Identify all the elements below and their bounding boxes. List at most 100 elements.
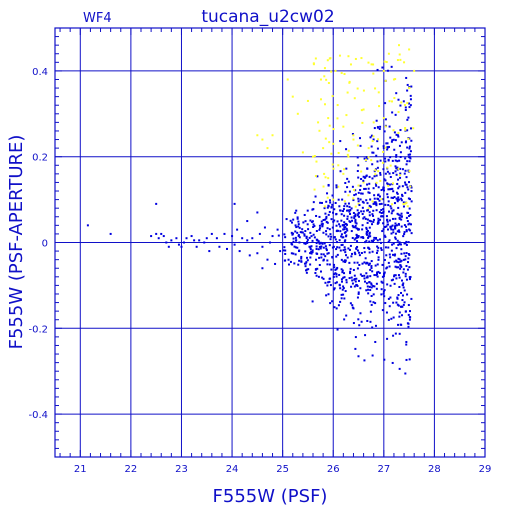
blue-data-point	[384, 235, 387, 238]
blue-data-point	[340, 293, 343, 296]
yellow-data-point	[326, 196, 329, 199]
blue-data-point	[335, 275, 338, 278]
blue-data-point	[361, 274, 364, 277]
yellow-data-point	[337, 164, 340, 167]
blue-data-point	[384, 160, 387, 163]
blue-data-point	[380, 248, 383, 251]
yellow-data-point	[381, 150, 384, 153]
blue-data-point	[355, 236, 358, 239]
blue-data-point	[384, 118, 387, 121]
blue-data-point	[375, 209, 378, 212]
blue-data-point	[402, 286, 405, 289]
blue-data-point	[397, 135, 400, 138]
y-tick-label: -0.4	[28, 410, 48, 421]
blue-data-point	[328, 263, 331, 266]
blue-data-point	[371, 151, 374, 154]
yellow-data-point	[403, 104, 406, 107]
blue-data-point	[341, 269, 344, 272]
blue-data-point	[402, 303, 405, 306]
blue-data-point	[384, 246, 387, 249]
yellow-data-point	[336, 117, 339, 120]
blue-data-point	[326, 263, 329, 266]
blue-data-point	[396, 192, 399, 195]
blue-data-point	[335, 184, 338, 187]
blue-data-point	[406, 83, 409, 86]
blue-data-point	[366, 167, 369, 170]
blue-data-point	[379, 125, 382, 128]
blue-data-point	[375, 119, 378, 122]
blue-data-point	[350, 285, 353, 288]
blue-data-point	[354, 347, 357, 350]
blue-data-point	[271, 235, 274, 238]
blue-data-point	[398, 332, 401, 335]
blue-data-point	[292, 218, 295, 221]
blue-data-point	[306, 259, 309, 262]
blue-data-point	[361, 262, 364, 265]
blue-data-point	[403, 242, 406, 245]
yellow-data-point	[387, 52, 390, 55]
blue-data-point	[365, 272, 368, 275]
blue-data-point	[353, 226, 356, 229]
yellow-data-point	[364, 159, 367, 162]
y-axis-ticks: -0.4 -0.2 0 0.2 0.4	[28, 36, 485, 449]
blue-data-point	[375, 154, 378, 157]
blue-data-point	[387, 158, 390, 161]
blue-data-point	[405, 229, 408, 232]
blue-data-point	[357, 200, 360, 203]
blue-data-point	[306, 238, 309, 241]
blue-data-point	[406, 186, 409, 189]
blue-data-point	[388, 172, 391, 175]
blue-data-point	[366, 221, 369, 224]
blue-data-point	[320, 220, 323, 223]
blue-data-point	[298, 226, 301, 229]
blue-data-point	[292, 237, 295, 240]
yellow-data-point	[374, 169, 377, 172]
blue-data-point	[309, 246, 312, 249]
chip-label: WF4	[83, 11, 112, 26]
blue-data-point	[396, 160, 399, 163]
blue-data-point	[303, 233, 306, 236]
blue-data-point	[322, 253, 325, 256]
blue-data-point	[366, 276, 369, 279]
blue-data-point	[312, 225, 315, 228]
blue-data-point	[305, 256, 308, 259]
yellow-data-point	[403, 61, 406, 64]
blue-data-point	[397, 294, 400, 297]
blue-data-point	[386, 283, 389, 286]
blue-data-point	[385, 267, 388, 270]
blue-data-point	[374, 340, 377, 343]
blue-data-point	[246, 239, 249, 242]
blue-data-point	[395, 259, 398, 262]
blue-data-point	[371, 270, 374, 273]
blue-data-point	[376, 245, 379, 248]
yellow-data-point	[374, 173, 377, 176]
blue-data-point	[355, 227, 358, 230]
blue-data-point	[407, 153, 410, 156]
blue-data-point	[384, 302, 387, 305]
blue-data-point	[360, 236, 363, 239]
blue-data-point	[375, 274, 378, 277]
blue-data-point	[401, 314, 404, 317]
blue-data-point	[373, 175, 376, 178]
blue-data-point	[315, 274, 318, 277]
blue-data-point	[382, 272, 385, 275]
yellow-data-point	[375, 181, 378, 184]
blue-data-point	[408, 147, 411, 150]
blue-data-point	[356, 261, 359, 264]
blue-data-point	[404, 141, 407, 144]
x-tick-label: 26	[327, 464, 340, 475]
blue-data-point	[371, 177, 374, 180]
blue-data-point	[408, 160, 411, 163]
blue-data-point	[372, 138, 375, 141]
blue-data-point	[370, 265, 373, 268]
blue-data-point	[295, 239, 298, 242]
blue-data-point	[385, 254, 388, 257]
blue-data-point	[297, 223, 300, 226]
blue-data-point	[402, 201, 405, 204]
blue-data-point	[408, 198, 411, 201]
blue-data-point	[400, 248, 403, 251]
blue-data-point	[331, 203, 334, 206]
blue-data-point	[339, 170, 342, 173]
blue-data-point	[324, 255, 327, 258]
blue-data-point	[205, 237, 208, 240]
